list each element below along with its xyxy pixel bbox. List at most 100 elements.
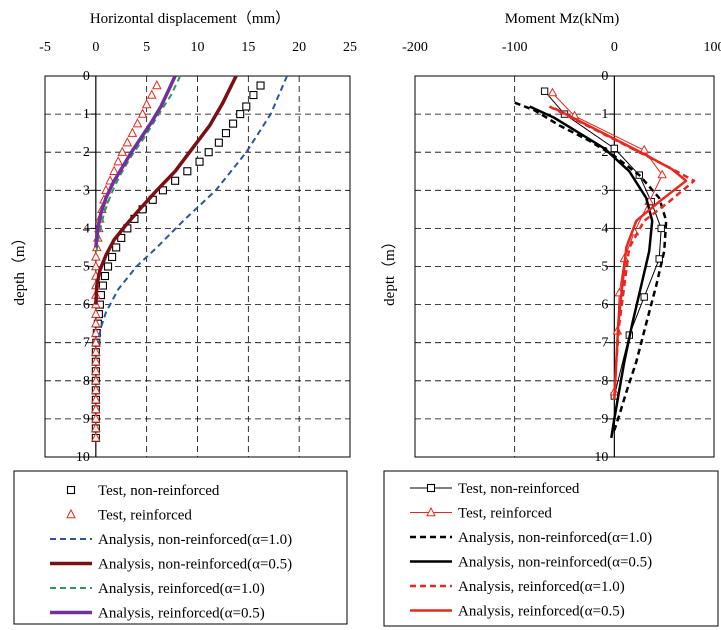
data-point xyxy=(122,137,133,147)
data-point xyxy=(152,79,162,90)
left-gridlines xyxy=(45,76,350,457)
data-point xyxy=(100,271,110,281)
data-point xyxy=(204,148,213,157)
plot-frame xyxy=(44,75,351,458)
data-point xyxy=(91,432,101,442)
x-tick-label: -5 xyxy=(39,40,51,55)
data-point xyxy=(91,308,101,318)
data-point xyxy=(141,98,152,109)
data-point xyxy=(158,186,167,195)
right-series xyxy=(514,87,696,439)
data-point xyxy=(91,327,101,337)
data-point xyxy=(91,260,101,271)
legend-item-3: Analysis, non-reinforced(α=1.0) xyxy=(50,532,292,548)
y-tick-label: 3 xyxy=(83,183,90,198)
x-tick-label: 15 xyxy=(241,40,255,55)
y-tick-label: 9 xyxy=(601,412,608,427)
displacement-chart: Horizontal displacement（mm） depth（m） -5 0… xyxy=(11,10,357,465)
left-y-axis-label: depth（m） xyxy=(11,231,28,306)
legend-label: Test, reinforced xyxy=(458,506,552,522)
data-point xyxy=(229,119,238,128)
legend-label: Analysis, reinforced(α=1.0) xyxy=(458,579,625,595)
y-tick-label: 3 xyxy=(601,183,608,198)
x-tick-label: -200 xyxy=(402,40,428,55)
y-tick-label: 8 xyxy=(83,374,90,389)
legend-item-4: Analysis, non-reinforced(α=0.5) xyxy=(410,555,652,571)
data-point xyxy=(127,127,138,137)
legend-item-2: Test, reinforced xyxy=(410,506,552,522)
left-legend-items: Test, non-reinforced Test, reinforced Anal… xyxy=(50,483,292,622)
legend-swatch xyxy=(66,508,76,519)
legend-label: Analysis, non-reinforced(α=0.5) xyxy=(458,555,652,571)
data-point xyxy=(91,403,101,414)
legend-label: Test, non-reinforced xyxy=(98,483,220,499)
left-series xyxy=(91,75,288,443)
y-tick-label: 1 xyxy=(83,107,90,122)
plot-frame xyxy=(414,75,715,458)
right-gridlines xyxy=(415,76,714,457)
data-point xyxy=(91,384,101,395)
data-point xyxy=(249,91,258,100)
data-point xyxy=(256,81,265,90)
legend-marker xyxy=(426,506,436,517)
data-point xyxy=(146,89,157,99)
left-x-axis-label: Horizontal displacement（mm） xyxy=(90,10,290,27)
y-tick-label: 2 xyxy=(83,145,90,160)
legend-marker xyxy=(426,483,436,493)
data-point xyxy=(98,281,107,290)
legend-item-6: Analysis, reinforced(α=0.5) xyxy=(50,606,265,622)
series-2-markers xyxy=(91,79,162,442)
x-tick-label: 20 xyxy=(292,40,306,55)
legend-swatch xyxy=(66,485,76,495)
y-tick-label: 9 xyxy=(83,412,90,427)
legend-item-2: Test, reinforced xyxy=(66,508,192,524)
y-tick-label: 5 xyxy=(83,260,90,275)
data-point xyxy=(117,146,128,156)
x-tick-label: -100 xyxy=(502,40,528,55)
y-tick-label: 4 xyxy=(83,221,90,236)
data-point xyxy=(91,375,101,385)
data-point xyxy=(171,176,180,185)
legend-label: Analysis, reinforced(α=0.5) xyxy=(98,606,265,622)
data-point xyxy=(91,251,101,261)
y-tick-label: 6 xyxy=(83,298,90,313)
x-tick-label: 100 xyxy=(704,40,721,55)
series-5-line xyxy=(94,75,182,256)
legend-item-5: Analysis, reinforced(α=1.0) xyxy=(410,579,625,595)
left-legend: Test, non-reinforced Test, reinforced Anal… xyxy=(13,470,348,625)
data-point xyxy=(91,346,101,356)
y-tick-label: 0 xyxy=(601,69,608,84)
data-point xyxy=(242,102,251,111)
y-tick-label: 0 xyxy=(83,69,90,84)
data-point xyxy=(137,108,148,118)
data-point xyxy=(91,318,101,328)
series-6-line xyxy=(94,75,177,248)
x-tick-label: 5 xyxy=(143,40,150,55)
series-1-markers xyxy=(91,81,265,443)
x-tick-label: 0 xyxy=(611,40,618,55)
legend-label: Analysis, reinforced(α=0.5) xyxy=(458,604,625,620)
y-tick-label: 1 xyxy=(601,107,608,122)
legend-item-1: Test, non-reinforced xyxy=(66,483,220,499)
x-tick-label: 0 xyxy=(92,40,99,55)
x-tick-label: 25 xyxy=(343,40,357,55)
legend-item-4: Analysis, non-reinforced(α=0.5) xyxy=(50,557,292,573)
y-tick-label: 10 xyxy=(76,450,90,465)
legend-label: Test, non-reinforced xyxy=(458,481,580,497)
right-x-axis-label: Moment Mz(kNm) xyxy=(505,11,620,27)
series-4-line xyxy=(94,75,238,305)
left-legend-box xyxy=(13,470,348,625)
right-legend-box xyxy=(383,470,719,627)
right-x-tick-labels: -200 -100 0 100 xyxy=(402,40,721,55)
y-tick-label: 8 xyxy=(601,374,608,389)
data-point xyxy=(91,413,101,423)
data-point xyxy=(91,394,101,404)
y-tick-label: 7 xyxy=(601,336,608,351)
series-3-line xyxy=(514,101,668,431)
legend-label: Analysis, reinforced(α=1.0) xyxy=(98,581,265,597)
series-6-line xyxy=(553,107,688,400)
data-point xyxy=(108,252,117,262)
right-y-axis-label: deptt（m） xyxy=(381,234,398,306)
y-tick-label: 4 xyxy=(601,221,608,236)
